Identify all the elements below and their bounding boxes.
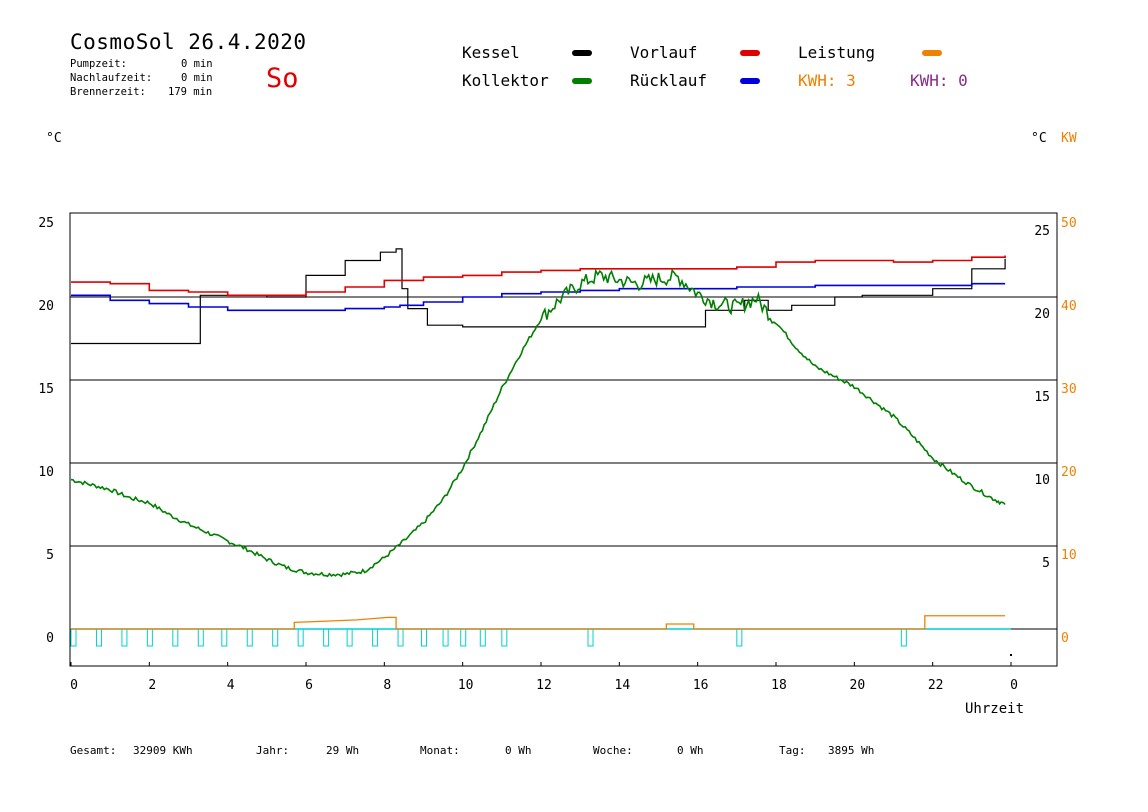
x-tick-label: 10 — [458, 678, 474, 693]
nachlaufzeit-value: 0 min — [181, 72, 213, 84]
left-tick-label: 5 — [46, 548, 54, 563]
pumpzeit-label: Pumpzeit: — [70, 58, 127, 70]
x-tick-label: 0 — [1010, 678, 1018, 693]
pump-pulse — [460, 628, 467, 647]
footer-woche-label: Woche: — [593, 744, 633, 757]
pump-pulse — [479, 628, 486, 647]
legend-kessel-label: Kessel — [462, 43, 520, 62]
footer-monat-label: Monat: — [420, 744, 460, 757]
legend-leistung-label: Leistung — [798, 43, 876, 62]
footer-gesamt-label: Gesamt: — [70, 744, 117, 757]
footer-tag-label: Tag: — [779, 744, 806, 757]
leistung-line — [71, 615, 1006, 630]
footer-woche-value: 0 Wh — [677, 744, 704, 757]
x-tick-label: 18 — [771, 678, 787, 693]
right-kw-tick-label: 20 — [1061, 465, 1077, 480]
x-tick-label: 8 — [383, 678, 391, 693]
left-tick-label: 20 — [38, 299, 54, 314]
chart-title: CosmoSol 26.4.2020 — [70, 30, 307, 54]
footer-gesamt-value: 32909 KWh — [133, 744, 193, 757]
right-kw-tick-label: 50 — [1061, 216, 1077, 231]
pump-pulse — [172, 628, 179, 647]
pump-pulse — [346, 628, 353, 647]
pump-pulse — [397, 628, 404, 647]
pump-pulse — [587, 628, 594, 647]
kollektor-line — [70, 268, 1006, 578]
left-tick-label: 10 — [38, 465, 54, 480]
footer-jahr-value: 29 Wh — [326, 744, 360, 757]
pump-pulse — [442, 628, 449, 647]
pump-pulse — [736, 628, 743, 647]
nachlaufzeit-label: Nachlaufzeit: — [70, 72, 153, 84]
x-tick-label: 6 — [305, 678, 313, 693]
vorlauf-line — [71, 255, 1006, 297]
pumpzeit-value: 0 min — [181, 58, 213, 70]
pump-pulse — [297, 628, 304, 647]
right-c-tick-label: 10 — [1034, 473, 1050, 488]
plot-frame — [69, 212, 1058, 667]
pump-pulse — [146, 628, 153, 647]
pump-pulse — [421, 628, 428, 647]
weekday-label: So — [266, 63, 299, 94]
pump-pulse — [501, 628, 508, 647]
right-kw-tick-label: 40 — [1061, 299, 1077, 314]
pump-pulse — [197, 628, 204, 647]
pump-pulse — [323, 628, 330, 647]
brennerzeit-value: 179 min — [168, 86, 213, 98]
left-tick-label: 25 — [38, 216, 54, 231]
right-kw-tick-label: 30 — [1061, 382, 1077, 397]
pump-pulse — [272, 628, 279, 647]
right-c-tick-label: 5 — [1042, 556, 1050, 571]
x-tick-label: 16 — [693, 678, 709, 693]
pump-pulse — [900, 628, 907, 647]
kwh-purple-label: KWH: 0 — [910, 71, 968, 90]
end-marker — [1010, 654, 1012, 656]
footer-tag-value: 3895 Wh — [828, 744, 875, 757]
right-c-tick-label: 20 — [1034, 307, 1050, 322]
legend-ruecklauf-swatch — [740, 78, 760, 84]
ruecklauf-line — [71, 282, 1006, 312]
footer-monat-value: 0 Wh — [505, 744, 532, 757]
x-tick-label: 4 — [227, 678, 235, 693]
x-tick-label: 0 — [70, 678, 78, 693]
right-c-tick-label: 25 — [1034, 224, 1050, 239]
x-tick-label: 14 — [615, 678, 631, 693]
pump-pulse — [121, 628, 128, 647]
right-kw-tick-label: 0 — [1061, 631, 1069, 646]
pump-pulse — [70, 628, 77, 647]
left-axis-unit: °C — [46, 131, 62, 146]
right-axis-unit-kw: KW — [1061, 131, 1077, 146]
kessel-line — [71, 248, 1006, 345]
x-tick-label: 20 — [850, 678, 866, 693]
brennerzeit-label: Brennerzeit: — [70, 86, 146, 98]
right-kw-tick-label: 10 — [1061, 548, 1077, 563]
legend-vorlauf-label: Vorlauf — [630, 43, 698, 62]
legend-kessel-swatch — [572, 50, 592, 56]
legend-leistung-swatch — [922, 50, 942, 56]
x-tick-label: 22 — [928, 678, 944, 693]
footer-jahr-label: Jahr: — [256, 744, 290, 757]
left-tick-label: 15 — [38, 382, 54, 397]
x-axis-label: Uhrzeit — [965, 701, 1025, 717]
x-tick-label: 12 — [536, 678, 552, 693]
legend-ruecklauf-label: Rücklauf — [630, 71, 708, 90]
kwh-orange-label: KWH: 3 — [798, 71, 856, 90]
pump-pulse — [246, 628, 253, 647]
pump-pulse — [221, 628, 228, 647]
pump-pulse — [95, 628, 102, 647]
legend-kollektor-swatch — [572, 78, 592, 84]
left-tick-label: 0 — [46, 631, 54, 646]
pump-pulse — [372, 628, 379, 647]
x-tick-label: 2 — [148, 678, 156, 693]
right-c-tick-label: 15 — [1034, 390, 1050, 405]
legend-kollektor-label: Kollektor — [462, 71, 549, 90]
right-axis-unit-c: °C — [1031, 131, 1047, 146]
legend-vorlauf-swatch — [740, 50, 760, 56]
